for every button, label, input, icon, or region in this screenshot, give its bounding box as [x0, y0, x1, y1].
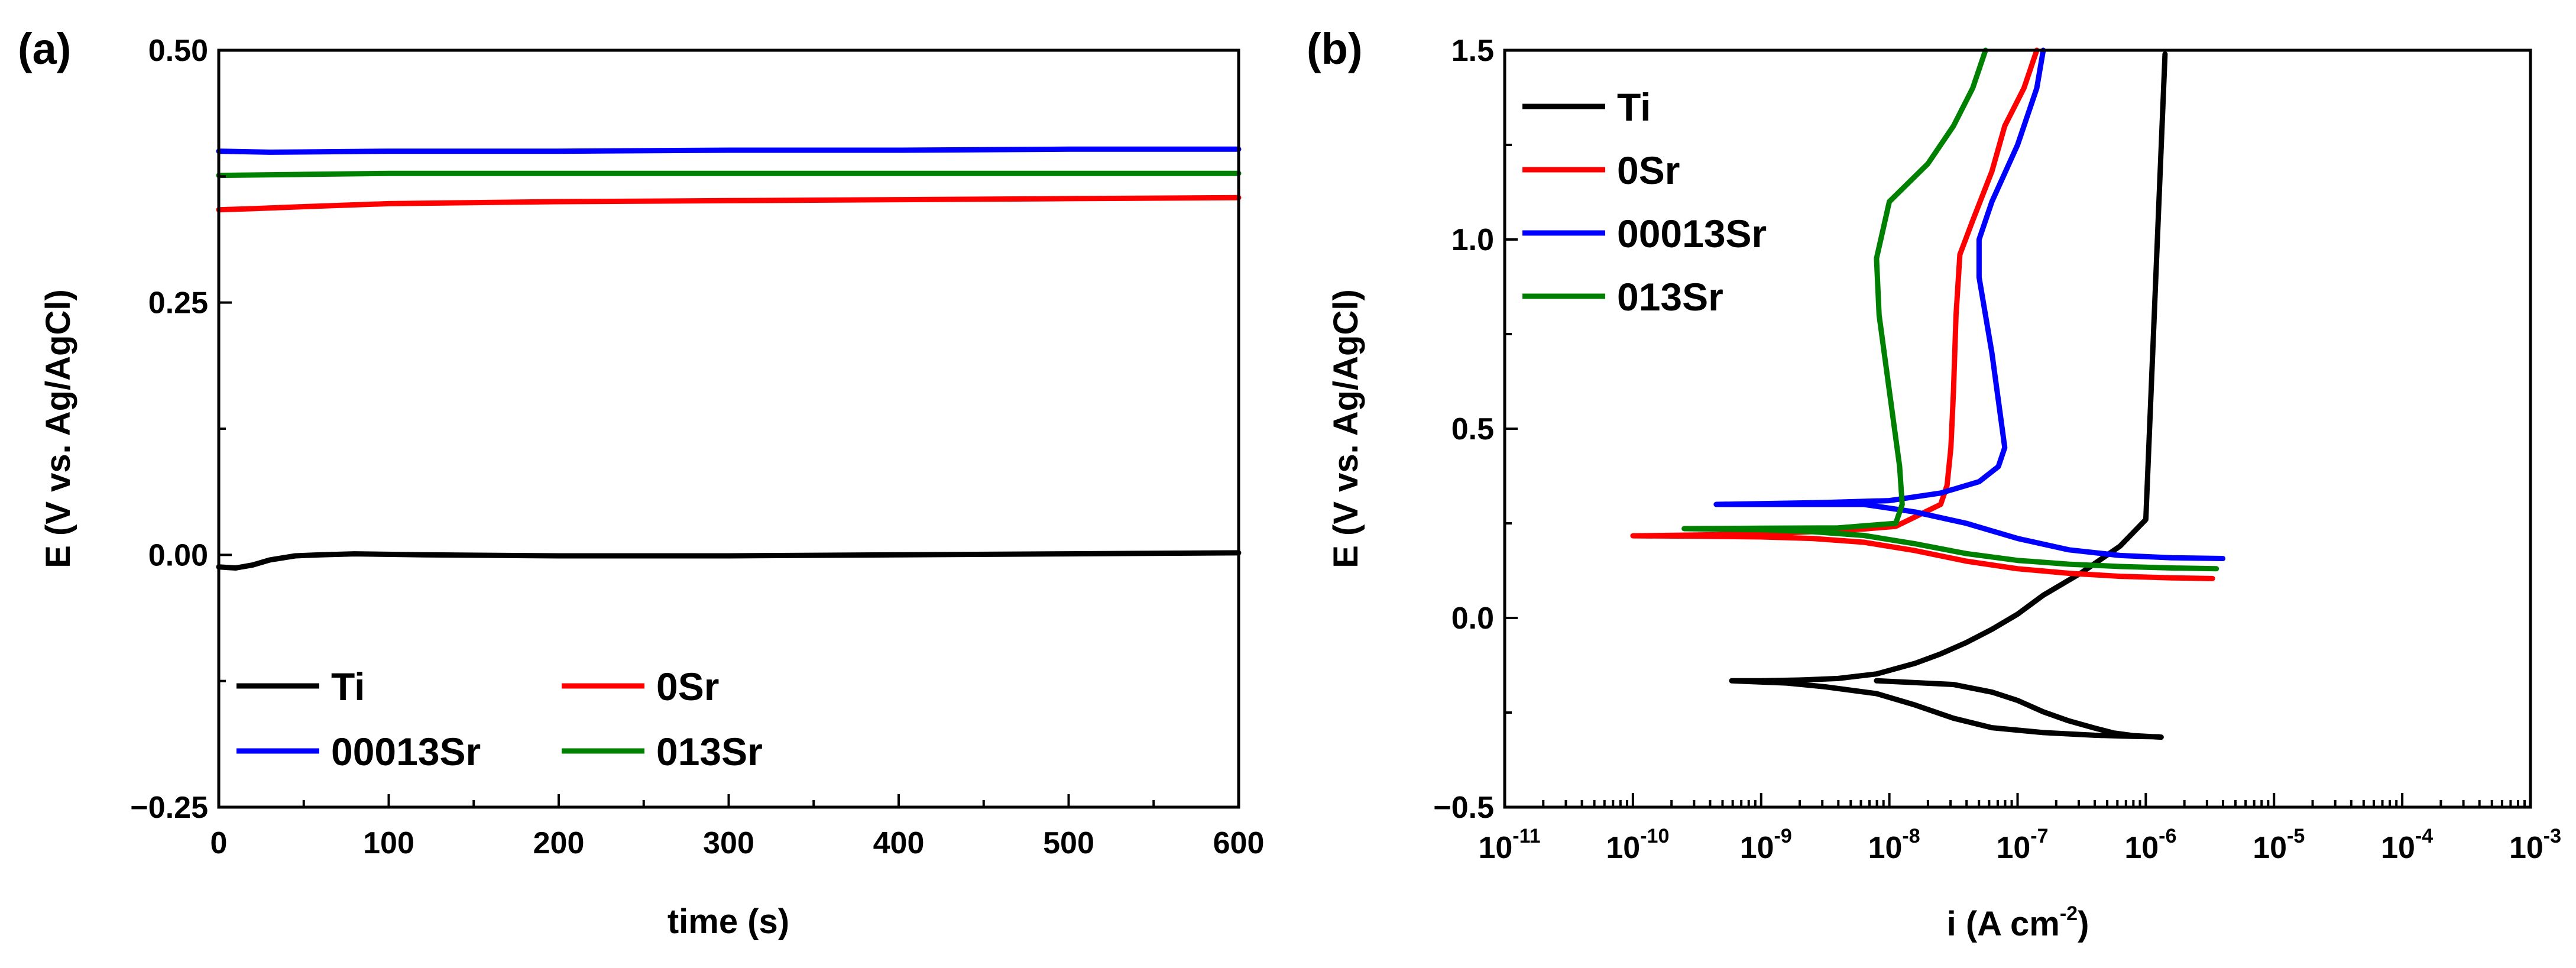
panel-a-x-tick-label: 200 [533, 826, 585, 860]
panel-b-x-tick-label: 10-3 [2509, 825, 2561, 865]
panel-b-x-axis-label-end: ) [2078, 905, 2089, 943]
panel-b-axes: 10-11 10-10 10-9 10-8 10-7 10-6 10-5 10-4 10-3−0… [1433, 34, 2561, 865]
panel-b-x-tick-label-base: 10 [2381, 831, 2415, 865]
panel-b-x-tick-label-base: 10 [2253, 831, 2287, 865]
panel-a-series-00013sr [216, 146, 1242, 155]
panel-b-x-tick-label: 10-8 [1868, 825, 1920, 865]
panel-a-x-tick-label: 500 [1043, 826, 1094, 860]
panel-a-x-tick-label: 100 [363, 826, 414, 860]
panel-a-x-tick-label: 600 [1213, 826, 1265, 860]
panel-a-y-axis-label: E (V vs. Ag/AgCl) [39, 289, 77, 568]
panel-a-plot [216, 146, 1242, 571]
panel-b-label: (b) [1307, 24, 1363, 73]
panel-b-series-ti [1729, 51, 2168, 740]
panel-a-y-tick-label: 0.25 [148, 286, 208, 320]
panel-b-x-tick-label-base: 10 [2124, 831, 2159, 865]
panel-b-x-tick-label-exponent: -7 [2030, 825, 2048, 847]
panel-b-x-tick-label-base: 10 [1478, 831, 1512, 865]
panel-a-y-tick-label: 0.00 [148, 538, 208, 572]
panel-a-series-ti [216, 550, 1242, 571]
panel-b-legend-label-0sr: 0Sr [1617, 148, 1680, 192]
panel-b-x-tick-label-exponent: -4 [2415, 825, 2433, 847]
panel-b-series-013sr [1681, 47, 2219, 572]
panel-b-x-tick-label-base: 10 [1740, 831, 1774, 865]
panel-b-x-tick-label-exponent: -10 [1640, 825, 1669, 847]
panel-a-legend-label-013sr: 013Sr [656, 730, 763, 773]
panel-b-x-axis-label-exponent: -2 [2060, 902, 2078, 925]
panel-b-x-tick-label-exponent: -6 [2159, 825, 2176, 847]
panel-a-y-tick-label: 0.50 [148, 34, 208, 68]
panel-b-x-tick-label-exponent: -5 [2287, 825, 2305, 847]
panel-b-x-tick-label-base: 10 [1996, 831, 2030, 865]
panel-a-x-tick-label: 400 [873, 826, 925, 860]
panel-b-x-tick-label: 10-4 [2381, 825, 2433, 865]
panel-a-axes: 0 100 200 300 400 500 600 −0.25 0.00 0.25 0.50 [130, 34, 1264, 860]
panel-a-series-013sr [216, 170, 1242, 179]
panel-b-x-tick-label: 10-11 [1478, 825, 1540, 865]
panel-a-x-axis-label: time (s) [668, 902, 789, 941]
panel-b-y-tick-label: −0.5 [1433, 791, 1494, 825]
panel-b-x-axis-label-main: i (A cm [1947, 905, 2060, 943]
panel-b-x-axis-label: i (A cm-2) [1947, 902, 2089, 943]
panel-b-x-tick-label: 10-5 [2253, 825, 2305, 865]
panel-b-x-tick-label-exponent: -9 [1774, 825, 1792, 847]
panel-b-y-tick-label: 0.5 [1451, 412, 1494, 446]
panel-a: (a) 0 100 200 300 400 500 600 −0.25 0.00 0.25 0.50… [18, 24, 1264, 941]
panel-b-legend: Ti 0Sr 00013Sr 013Sr [1522, 85, 1767, 319]
panel-b-x-tick-label: 10-6 [2124, 825, 2176, 865]
panel-b: (b) 10-11 10-10 10-9 10-8 10-7 10-6 10-5 10-4 10… [1307, 24, 2561, 943]
panel-b-x-tick-label: 10-9 [1740, 825, 1792, 865]
panel-b-legend-label-00013sr: 00013Sr [1617, 212, 1767, 255]
panel-b-y-axis-label: E (V vs. Ag/AgCl) [1327, 289, 1365, 568]
panel-b-y-tick-label: 1.5 [1451, 34, 1494, 68]
panel-b-legend-label-013sr: 013Sr [1617, 275, 1723, 319]
panel-b-x-tick-label-exponent: -8 [1902, 825, 1920, 847]
panel-a-legend-label-ti: Ti [331, 665, 365, 708]
panel-b-x-tick-label-base: 10 [1606, 831, 1640, 865]
panel-b-series-00013sr [1713, 47, 2225, 561]
panel-b-plot [1630, 47, 2225, 740]
panel-a-x-tick-label: 300 [703, 826, 754, 860]
panel-b-x-tick-label-exponent: -11 [1512, 825, 1540, 847]
panel-a-frame [217, 48, 1240, 809]
panel-b-x-tick-label-base: 10 [1868, 831, 1903, 865]
panel-b-x-tick-label: 10-7 [1996, 825, 2048, 865]
panel-b-x-tick-label: 10-10 [1606, 825, 1669, 865]
panel-b-x-tick-label-base: 10 [2509, 831, 2543, 865]
panel-b-legend-label-ti: Ti [1617, 85, 1651, 129]
panel-b-y-tick-label: 0.0 [1451, 601, 1494, 636]
panel-a-x-tick-label: 0 [210, 826, 228, 860]
panel-b-y-tick-label: 1.0 [1451, 223, 1494, 257]
panel-a-label: (a) [18, 24, 71, 73]
panel-a-y-tick-label: −0.25 [130, 791, 208, 825]
panel-a-legend-label-0sr: 0Sr [656, 665, 719, 708]
panel-a-legend: Ti 0Sr 00013Sr 013Sr [236, 665, 763, 773]
panel-b-x-tick-label-exponent: -3 [2543, 825, 2561, 847]
panel-a-legend-label-00013sr: 00013Sr [331, 730, 481, 773]
panel-a-series-0sr [216, 195, 1242, 213]
